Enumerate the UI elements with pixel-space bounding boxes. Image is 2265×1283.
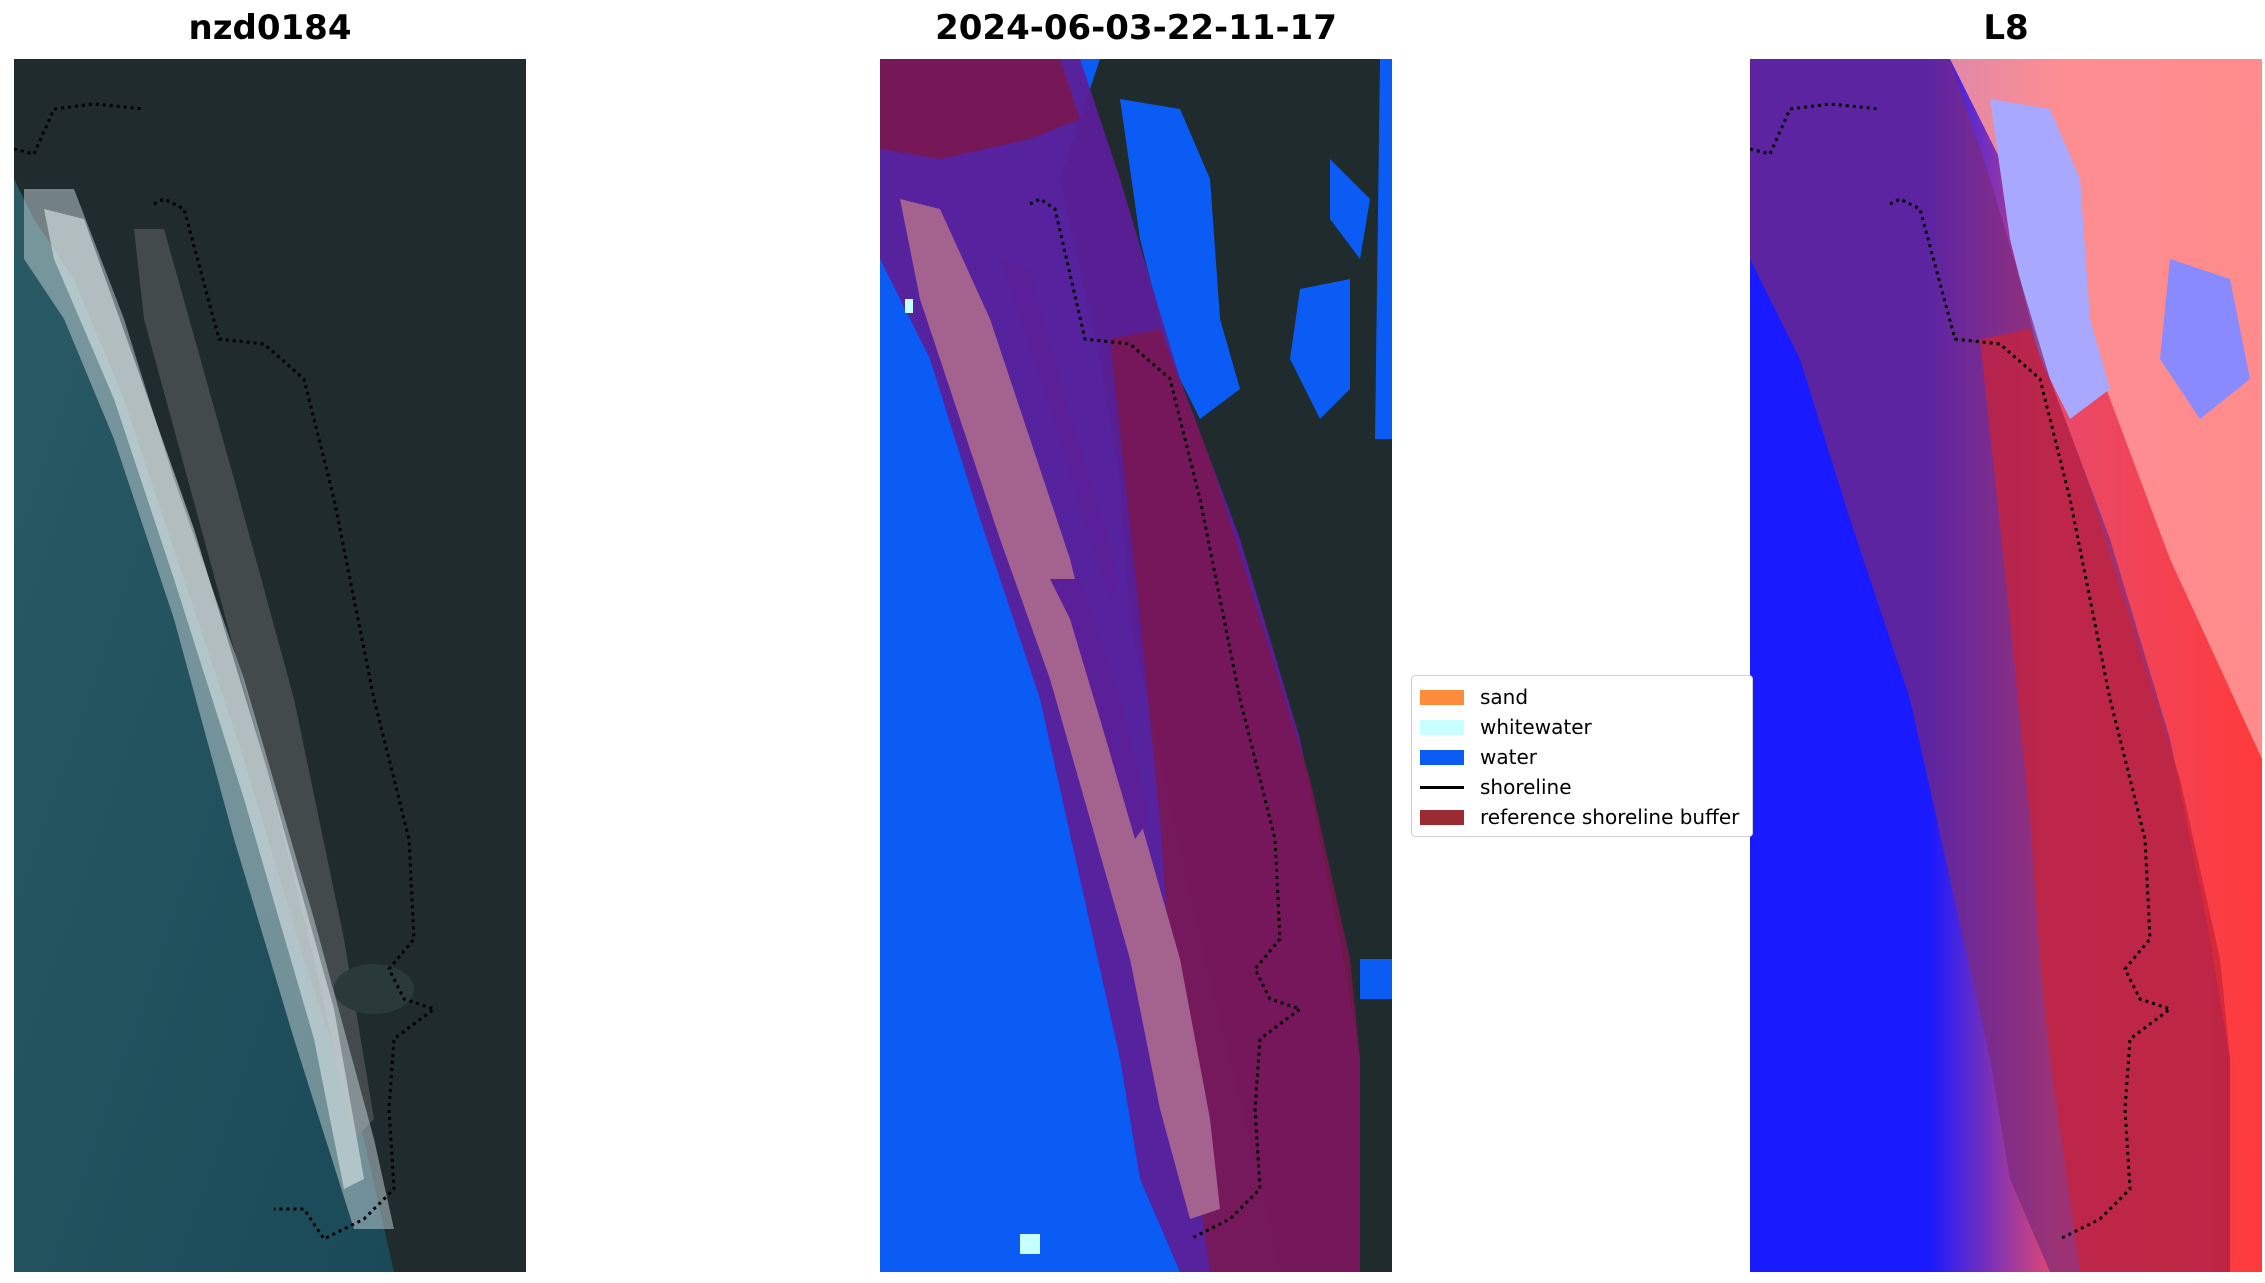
legend-label: whitewater	[1480, 715, 1592, 739]
legend: sand whitewater water shoreline referenc…	[1411, 675, 1753, 837]
classified-image	[880, 59, 1392, 1272]
legend-item-whitewater: whitewater	[1420, 712, 1592, 742]
legend-label: sand	[1480, 685, 1529, 709]
legend-item-buffer: reference shoreline buffer	[1420, 802, 1739, 832]
panel-title-index: L8	[1983, 8, 2029, 48]
legend-item-shoreline: shoreline	[1420, 772, 1572, 802]
legend-label: water	[1480, 745, 1537, 769]
shoreline-path	[14, 102, 438, 1241]
shoreline-swatch	[1420, 785, 1464, 789]
buffer-swatch	[1420, 809, 1464, 825]
sand-swatch	[1420, 689, 1464, 705]
legend-label: reference shoreline buffer	[1480, 805, 1740, 829]
legend-item-sand: sand	[1420, 682, 1528, 712]
rgb-satellite-image	[14, 59, 526, 1272]
water-swatch	[1420, 749, 1464, 765]
whitewater-swatch	[1420, 719, 1464, 735]
panel-title-classified: 2024-06-03-22-11-17	[935, 8, 1337, 48]
index-image	[1750, 59, 2262, 1272]
legend-label: shoreline	[1480, 775, 1572, 799]
classified-image-panel	[880, 59, 1392, 1272]
rgb-image-panel	[14, 59, 526, 1272]
index-image-panel	[1750, 59, 2262, 1272]
legend-item-water: water	[1420, 742, 1537, 772]
panel-title-rgb: nzd0184	[188, 8, 352, 48]
